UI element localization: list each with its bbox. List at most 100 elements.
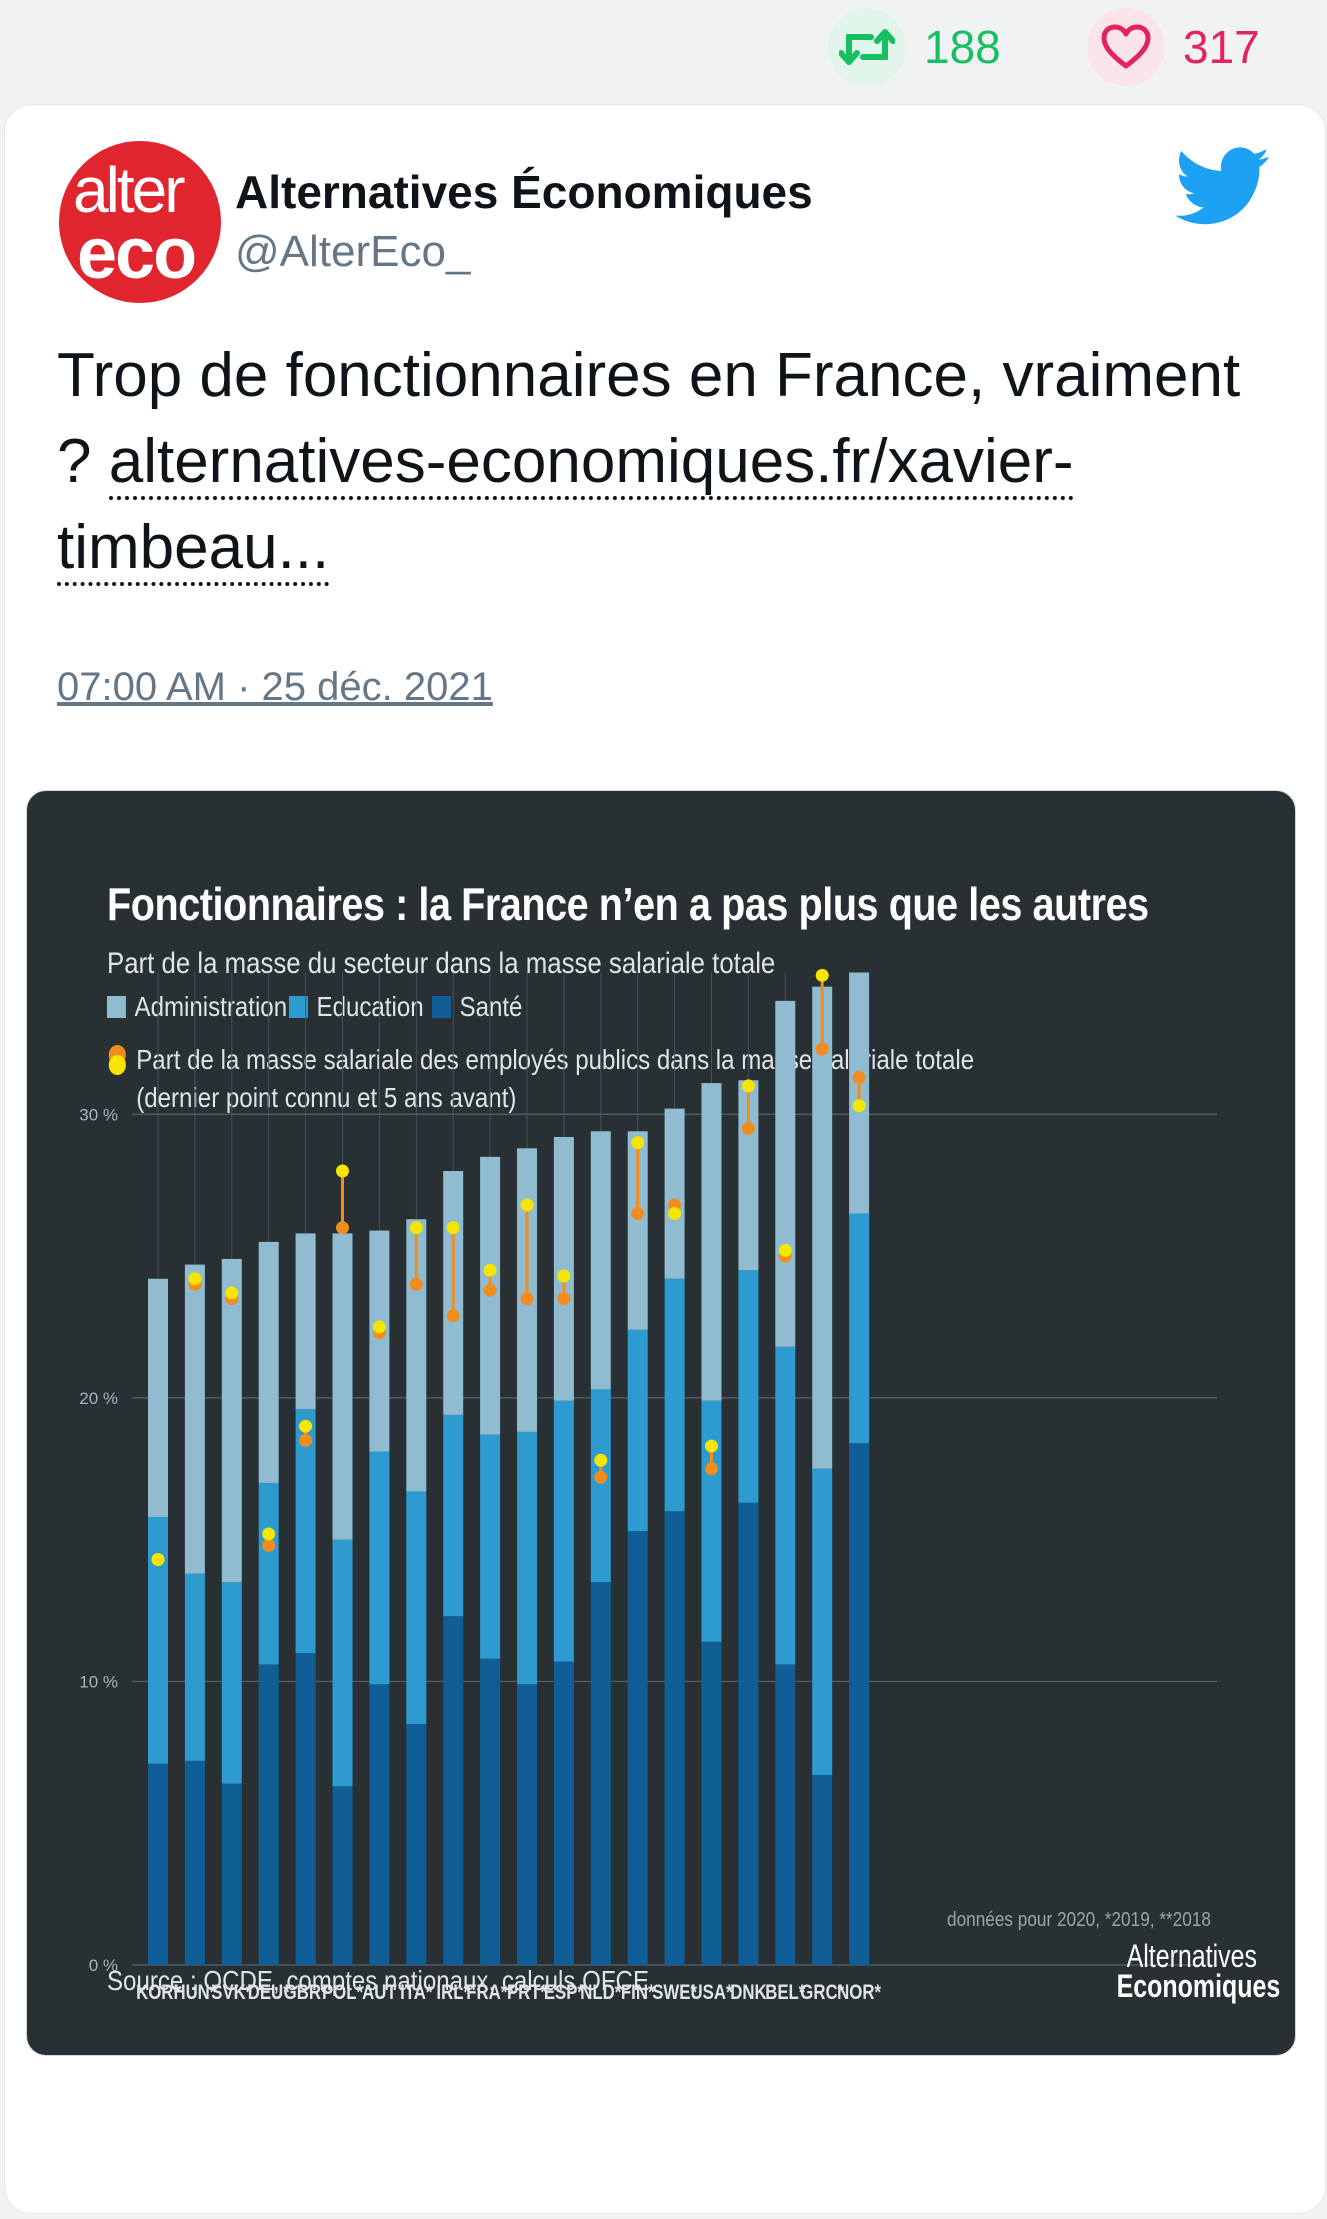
legend-education: Education — [289, 991, 424, 1023]
x-tick-label: IRL* — [436, 1981, 470, 2004]
bar-segment-sante — [332, 1786, 353, 1965]
point-recent — [409, 1221, 423, 1235]
bar-segment-sante — [295, 1653, 316, 1965]
avatar-text-bottom: eco — [77, 214, 197, 294]
bar-segment-sante — [406, 1723, 427, 1965]
retweet-count[interactable]: 188 — [828, 8, 1001, 86]
chart-title: Fonctionnaires : la France n’en a pas pl… — [107, 878, 1149, 930]
like-count[interactable]: 317 — [1087, 8, 1260, 86]
point-recent — [668, 1207, 682, 1221]
x-tick-label: FRA** — [466, 1981, 514, 2004]
bar-segment-education — [738, 1270, 759, 1503]
bar-segment-sante — [849, 1443, 870, 1965]
point-5y-before — [299, 1433, 313, 1447]
point-recent — [188, 1272, 202, 1286]
bar-segment-sante — [517, 1684, 537, 1965]
bar-segment-sante — [443, 1616, 464, 1965]
x-tick-label: HUN* — [173, 1981, 216, 2004]
point-5y-before — [520, 1292, 534, 1306]
point-5y-before — [409, 1277, 423, 1291]
stacked-bar-chart: 0 %10 %20 %30 %KOR*HUN*SVK*DEU*GBR*POL* A… — [79, 968, 1217, 2005]
legend-points-line1: Part de la masse salariale des employés … — [136, 1044, 975, 1075]
x-tick-label: ESP* — [544, 1981, 585, 2004]
bar-segment-administration — [775, 1000, 796, 1347]
chart-image[interactable]: Fonctionnaires : la France n’en a pas pl… — [26, 790, 1296, 2056]
bar-segment-administration — [369, 1230, 390, 1452]
bar-segment-sante — [184, 1760, 205, 1965]
bar-segment-education — [627, 1329, 648, 1532]
bar-segment-education — [553, 1400, 574, 1662]
x-tick-label: GRC* — [800, 1981, 844, 2004]
point-5y-before — [852, 1070, 866, 1084]
legend-education-swatch — [289, 996, 308, 1018]
x-tick-label: DNK — [730, 1981, 767, 2004]
bar-segment-education — [701, 1400, 722, 1642]
bar-segment-sante — [701, 1641, 722, 1965]
bar-segment-education — [406, 1491, 427, 1724]
bar-segment-administration — [553, 1136, 574, 1401]
bar-segment-sante — [812, 1775, 833, 1965]
x-tick-label: USA* — [691, 1981, 734, 2004]
brand-line2: Economiques — [1116, 1968, 1281, 2004]
point-5y-before — [705, 1462, 718, 1476]
tweet-timestamp[interactable]: 07:00 AM · 25 déc. 2021 — [57, 665, 493, 709]
twitter-bird-icon[interactable] — [1175, 147, 1271, 227]
point-recent — [446, 1221, 460, 1235]
bar-segment-administration — [332, 1233, 353, 1540]
point-recent — [852, 1099, 866, 1113]
bar-segment-education — [517, 1431, 537, 1685]
bar-segment-education — [258, 1482, 279, 1665]
bar-segment-education — [590, 1389, 611, 1583]
y-tick-label: 0 % — [89, 1956, 118, 1975]
bar-segment-sante — [738, 1502, 759, 1965]
avatar-text-top: alter — [73, 154, 185, 226]
x-tick-label: PRT* — [507, 1981, 548, 2004]
chart-source: Source : OCDE, comptes nationaux, calcul… — [107, 1965, 650, 1996]
point-recent — [631, 1136, 645, 1150]
bar-segment-sante — [775, 1664, 796, 1965]
x-tick-label: GBR* — [284, 1981, 328, 2004]
bar-segment-administration — [812, 986, 833, 1469]
author-handle[interactable]: @AlterEco_ — [235, 227, 471, 276]
legend-sante-label: Santé — [459, 991, 523, 1022]
retweet-count-label: 188 — [924, 21, 1001, 73]
bar-segment-education — [480, 1434, 501, 1659]
x-tick-label: KOR* — [136, 1981, 180, 2004]
x-tick-label: AUT — [362, 1981, 397, 2004]
bar-segment-administration — [664, 1108, 685, 1279]
point-5y-before — [631, 1207, 645, 1221]
bar-segment-education — [664, 1278, 685, 1512]
point-5y-before — [741, 1121, 755, 1135]
legend-points-icon — [107, 1044, 128, 1079]
x-tick-label: ITA* — [400, 1981, 433, 2004]
bar-segment-education — [812, 1468, 833, 1776]
avatar[interactable]: alter eco — [59, 141, 221, 303]
y-tick-label: 30 % — [79, 1105, 118, 1124]
x-tick-label: NOR* — [837, 1981, 881, 2004]
point-recent — [557, 1269, 571, 1283]
bar-segment-education — [443, 1414, 464, 1617]
bar-segment-administration — [258, 1241, 279, 1483]
bar-segment-education — [221, 1582, 242, 1784]
legend-sante: Santé — [432, 991, 522, 1023]
author-name[interactable]: Alternatives Économiques — [235, 166, 813, 218]
like-count-label: 317 — [1183, 21, 1260, 73]
retweet-icon[interactable] — [828, 8, 906, 86]
bar-segment-administration — [590, 1131, 611, 1390]
legend-admin-swatch — [107, 996, 126, 1018]
x-tick-label: SWE* — [652, 1981, 697, 2004]
bar-segment-administration — [701, 1083, 722, 1401]
point-recent — [594, 1453, 608, 1467]
point-5y-before — [594, 1470, 608, 1484]
article-link[interactable]: alternatives-economiques.fr/xavier-timbe… — [57, 427, 1074, 586]
bar-segment-sante — [553, 1661, 574, 1965]
x-tick-label: POL* — [322, 1981, 364, 2004]
point-5y-before — [446, 1309, 460, 1323]
x-tick-label: FIN* — [621, 1981, 655, 2004]
heart-icon[interactable] — [1087, 8, 1165, 86]
point-5y-before — [557, 1292, 571, 1306]
bar-segment-sante — [480, 1658, 501, 1965]
y-tick-label: 20 % — [79, 1389, 118, 1408]
point-recent — [151, 1552, 165, 1566]
point-recent — [741, 1079, 755, 1093]
